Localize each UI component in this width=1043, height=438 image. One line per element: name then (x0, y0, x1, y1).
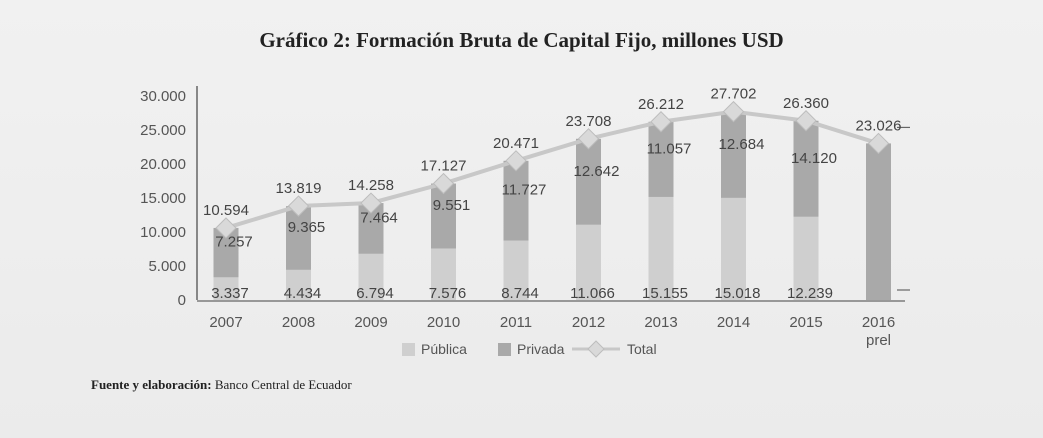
y-tick-label: 0 (178, 292, 186, 309)
category-label: 2016 (862, 314, 895, 331)
publica-label: 11.066 (570, 285, 615, 302)
bar-publica (648, 196, 674, 300)
source-text: Banco Central de Ecuador (214, 377, 352, 392)
privada-label: 9.365 (288, 219, 326, 236)
source-note: Fuente y elaboración: Banco Central de E… (91, 377, 352, 393)
bar-publica (358, 253, 384, 300)
privada-label: 12.684 (719, 136, 765, 153)
bar-privada (286, 206, 311, 270)
total-line (215, 100, 890, 239)
privada-label: 12.642 (574, 163, 620, 180)
publica-label: 15.018 (715, 285, 761, 302)
y-tick-label: 20.000 (140, 156, 186, 173)
y-tick-label: 30.000 (140, 88, 186, 105)
y-tick-label: 25.000 (140, 122, 186, 139)
y-tick-label: 5.000 (148, 258, 186, 275)
bar-total (866, 143, 891, 300)
bar-publica (793, 216, 819, 300)
total-marker (360, 192, 382, 214)
category-label: 2011 (500, 314, 532, 331)
total-label: 13.819 (276, 180, 322, 197)
y-tick-label: 10.000 (140, 224, 186, 241)
publica-label: 7.576 (429, 285, 467, 302)
bars (213, 111, 910, 300)
publica-label: 12.239 (787, 285, 833, 302)
x-axis-categories: 2007 2008 2009 2010 2011 2012 2013 2014 2015 2016… (209, 314, 895, 349)
total-label: 20.471 (493, 135, 539, 152)
bar-privada (431, 183, 456, 249)
bar-publica (721, 197, 746, 300)
total-marker (215, 217, 237, 239)
total-label: 26.212 (638, 96, 684, 113)
category-label: 2012 (572, 314, 605, 331)
total-marker (650, 111, 672, 133)
legend-label-privada: Privada (517, 341, 565, 357)
bar-privada (576, 138, 601, 225)
total-label: 23.708 (566, 113, 612, 130)
source-label: Fuente y elaboración: (91, 377, 212, 392)
bar-publica (503, 240, 529, 300)
publica-label: 6.794 (356, 285, 394, 302)
total-label: 17.127 (421, 158, 467, 175)
privada-label: 7.464 (360, 209, 398, 226)
privada-label: 9.551 (433, 197, 471, 214)
bar-publica (213, 277, 239, 300)
category-label: 2015 (789, 314, 822, 331)
category-sublabel: prel (866, 332, 891, 349)
category-label: 2008 (282, 314, 315, 331)
privada-label: 11.727 (502, 182, 547, 199)
category-label: 2009 (354, 314, 387, 331)
category-label: 2007 (209, 314, 242, 331)
total-label: 14.258 (348, 177, 394, 194)
data-labels: 10.594 3.337 7.257 13.819 4.434 9.365 14.258 6.… (203, 86, 901, 302)
privada-label: 7.257 (215, 234, 253, 251)
publica-label: 3.337 (211, 285, 249, 302)
legend-swatch-publica (402, 343, 415, 356)
total-marker (505, 150, 527, 172)
page-title: Gráfico 2: Formación Bruta de Capital Fi… (259, 28, 784, 52)
total-marker (432, 172, 455, 195)
total-marker (795, 110, 817, 132)
legend-label-total: Total (627, 341, 657, 357)
total-label: 26.360 (783, 95, 829, 112)
bar-publica (286, 269, 311, 300)
y-tick-label: 15.000 (140, 190, 186, 207)
total-marker (722, 100, 745, 123)
legend: Pública Privada Total (402, 340, 657, 358)
total-marker (577, 128, 600, 150)
bar-privada (648, 121, 674, 197)
privada-label: 14.120 (791, 150, 837, 167)
total-marker (287, 195, 310, 217)
bar-privada (721, 111, 746, 198)
publica-label: 15.155 (642, 285, 688, 302)
total-line-path (225, 109, 880, 230)
total-label: 23.026 (856, 117, 902, 134)
category-label: 2013 (644, 314, 677, 331)
total-label: 27.702 (711, 86, 757, 103)
category-label: 2010 (427, 314, 460, 331)
publica-label: 8.744 (501, 285, 539, 302)
y-axis-ticks: 30.000 25.000 20.000 15.000 10.000 5.000 0 (140, 86, 905, 309)
total-label: 10.594 (203, 202, 249, 219)
legend-marker-total (587, 340, 605, 358)
bar-privada (503, 160, 529, 241)
bar-publica (576, 224, 601, 300)
publica-label: 4.434 (284, 285, 322, 302)
legend-label-publica: Pública (421, 341, 467, 357)
privada-label: 11.057 (647, 140, 692, 157)
total-marker (867, 132, 890, 155)
bar-privada (793, 120, 819, 217)
bar-publica (431, 248, 456, 300)
category-label: 2014 (717, 314, 750, 331)
legend-swatch-privada (498, 343, 511, 356)
